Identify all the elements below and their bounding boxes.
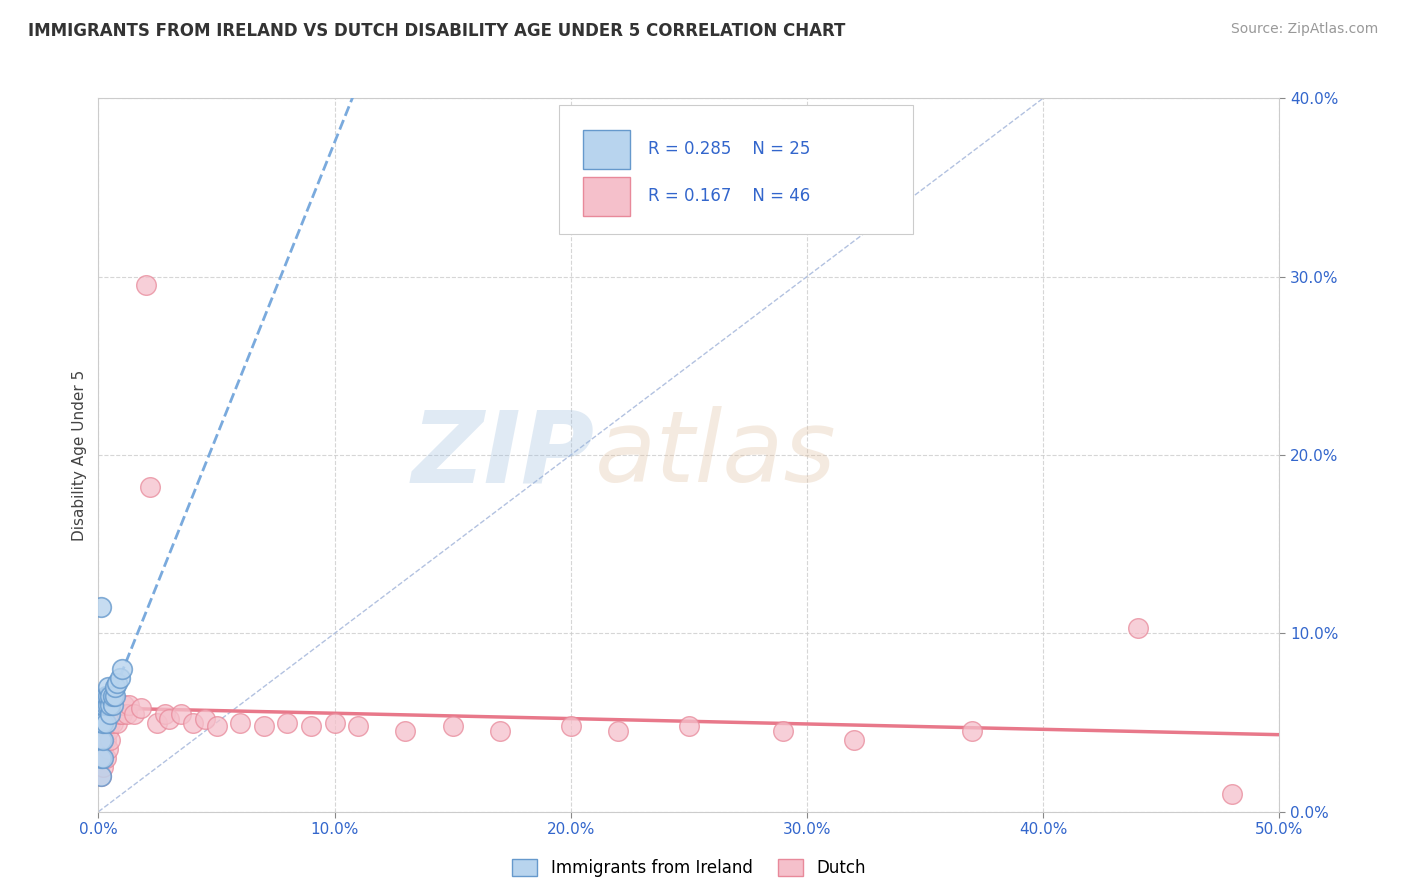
Legend: Immigrants from Ireland, Dutch: Immigrants from Ireland, Dutch xyxy=(505,851,873,886)
Point xyxy=(962,724,984,739)
Point xyxy=(90,599,112,614)
Point xyxy=(118,698,141,712)
Point xyxy=(97,698,120,712)
Text: atlas: atlas xyxy=(595,407,837,503)
Y-axis label: Disability Age Under 5: Disability Age Under 5 xyxy=(72,369,87,541)
Point xyxy=(94,689,117,703)
Point xyxy=(98,733,121,747)
Point xyxy=(101,689,124,703)
FancyBboxPatch shape xyxy=(582,177,630,216)
Point xyxy=(108,671,131,685)
Point xyxy=(94,715,117,730)
Point xyxy=(97,742,120,756)
Text: R = 0.285    N = 25: R = 0.285 N = 25 xyxy=(648,141,810,159)
Point xyxy=(772,724,794,739)
Point xyxy=(97,689,120,703)
Point xyxy=(94,751,117,765)
Point xyxy=(170,706,193,721)
Point xyxy=(101,715,124,730)
Point xyxy=(91,742,114,756)
Point xyxy=(105,715,128,730)
Point xyxy=(1126,621,1149,635)
Text: IMMIGRANTS FROM IRELAND VS DUTCH DISABILITY AGE UNDER 5 CORRELATION CHART: IMMIGRANTS FROM IRELAND VS DUTCH DISABIL… xyxy=(28,22,845,40)
Point xyxy=(90,751,112,765)
Point xyxy=(489,724,512,739)
Point xyxy=(91,698,114,712)
Point xyxy=(111,662,134,676)
Point xyxy=(94,733,117,747)
Point xyxy=(91,733,114,747)
Point xyxy=(129,701,152,715)
Point xyxy=(229,715,252,730)
Point xyxy=(111,706,134,721)
Point xyxy=(108,706,131,721)
Point xyxy=(98,689,121,703)
Point xyxy=(98,698,121,712)
Point xyxy=(101,698,124,712)
Point xyxy=(91,715,114,730)
Point xyxy=(560,719,582,733)
Point xyxy=(678,719,700,733)
Point xyxy=(90,751,112,765)
Point xyxy=(91,751,114,765)
Point xyxy=(441,719,464,733)
Point xyxy=(253,719,276,733)
Point xyxy=(122,706,145,721)
Point xyxy=(115,706,138,721)
Point xyxy=(104,706,127,721)
Point xyxy=(157,712,180,726)
FancyBboxPatch shape xyxy=(560,105,914,234)
Point xyxy=(97,680,120,694)
Point xyxy=(607,724,630,739)
Point xyxy=(91,760,114,774)
Point xyxy=(105,676,128,690)
Point xyxy=(112,698,135,712)
Point xyxy=(1220,787,1243,801)
Text: ZIP: ZIP xyxy=(412,407,595,503)
Point xyxy=(104,680,127,694)
Point xyxy=(90,769,112,783)
Point xyxy=(104,689,127,703)
Point xyxy=(153,706,176,721)
Point xyxy=(90,715,112,730)
Point xyxy=(98,706,121,721)
Text: Source: ZipAtlas.com: Source: ZipAtlas.com xyxy=(1230,22,1378,37)
Point xyxy=(139,480,162,494)
Point xyxy=(394,724,416,739)
Point xyxy=(276,715,298,730)
Point xyxy=(146,715,169,730)
Point xyxy=(98,715,121,730)
Point xyxy=(181,715,204,730)
Point xyxy=(205,719,228,733)
Point xyxy=(97,724,120,739)
Point xyxy=(135,278,157,293)
FancyBboxPatch shape xyxy=(582,130,630,169)
Text: R = 0.167    N = 46: R = 0.167 N = 46 xyxy=(648,187,810,205)
Point xyxy=(323,715,346,730)
Point xyxy=(90,769,112,783)
Point xyxy=(90,733,112,747)
Point xyxy=(194,712,217,726)
Point xyxy=(299,719,322,733)
Point xyxy=(347,719,370,733)
Point xyxy=(94,698,117,712)
Point xyxy=(844,733,866,747)
